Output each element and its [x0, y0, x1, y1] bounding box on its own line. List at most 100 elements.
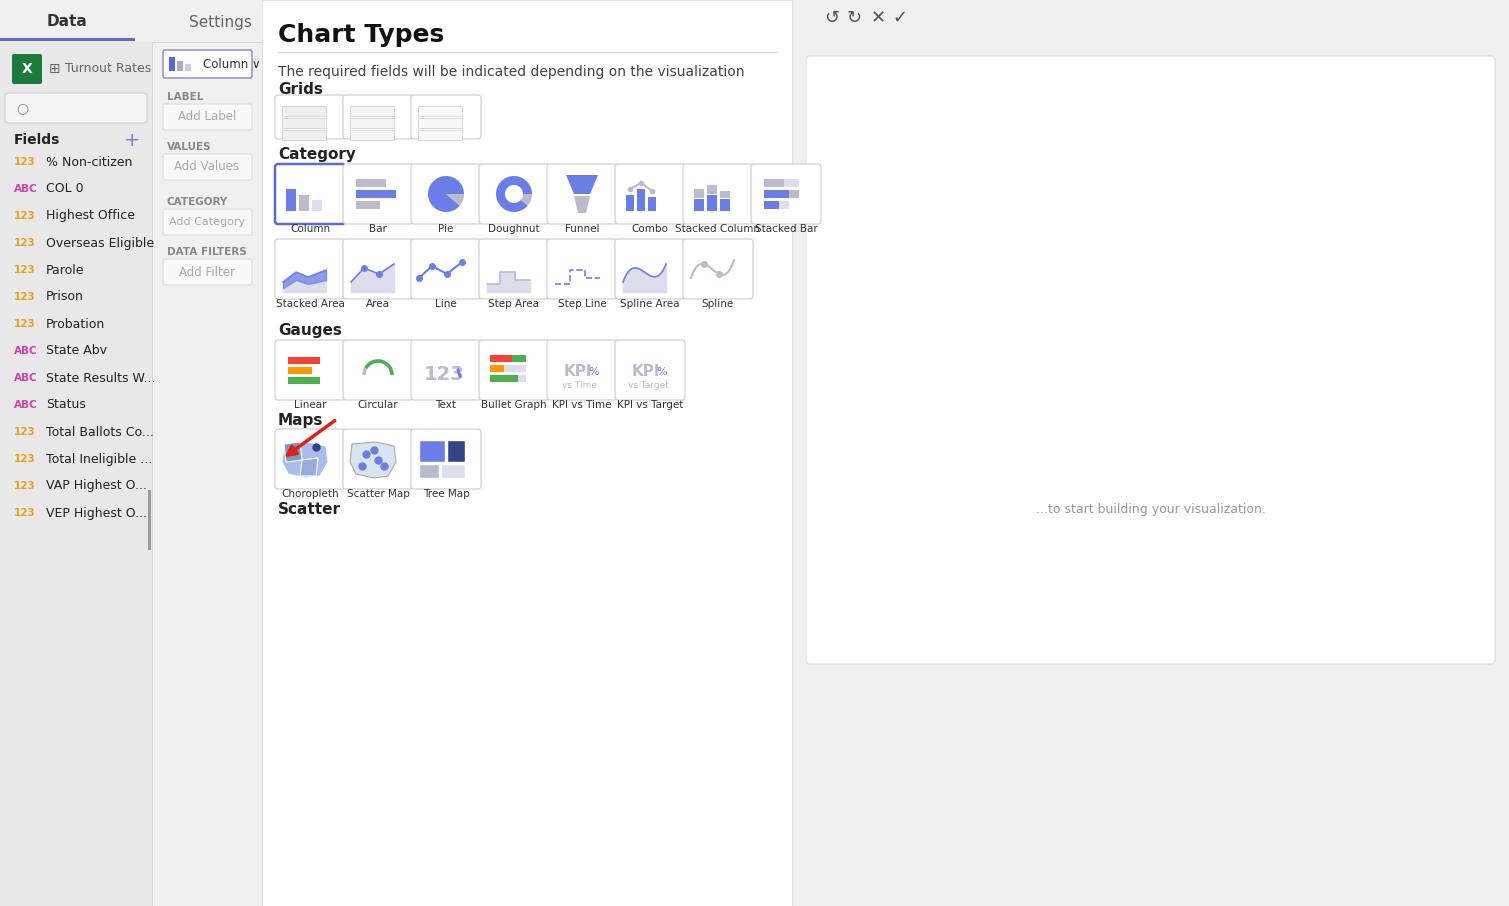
Text: 123: 123 — [14, 427, 36, 437]
Bar — [764, 190, 789, 198]
Text: Scatter: Scatter — [278, 502, 341, 516]
Bar — [694, 199, 705, 211]
Bar — [312, 200, 321, 211]
FancyBboxPatch shape — [806, 56, 1495, 664]
Text: ↻: ↻ — [847, 9, 862, 27]
Text: Probation: Probation — [45, 317, 106, 331]
Text: 123: 123 — [14, 481, 36, 491]
Text: Bullet Graph: Bullet Graph — [481, 400, 546, 410]
Bar — [418, 130, 462, 140]
Polygon shape — [566, 175, 598, 194]
Polygon shape — [350, 442, 395, 478]
Text: Combo: Combo — [632, 224, 668, 234]
Text: Gauges: Gauges — [278, 323, 343, 339]
FancyBboxPatch shape — [478, 164, 549, 224]
Text: ○: ○ — [17, 101, 29, 115]
Text: Data: Data — [47, 14, 88, 30]
Bar — [356, 190, 395, 198]
Text: 123: 123 — [14, 265, 36, 275]
Wedge shape — [496, 176, 533, 212]
Bar — [447, 440, 465, 462]
Bar — [282, 118, 326, 128]
Text: Circular: Circular — [358, 400, 398, 410]
Bar — [288, 357, 320, 364]
FancyBboxPatch shape — [410, 95, 481, 139]
Bar — [350, 118, 394, 128]
Text: Step Line: Step Line — [558, 299, 607, 309]
FancyBboxPatch shape — [410, 429, 481, 489]
Text: 123: 123 — [14, 508, 36, 518]
Text: Overseas Eligible: Overseas Eligible — [45, 236, 154, 249]
Bar — [490, 365, 504, 372]
FancyBboxPatch shape — [478, 239, 549, 299]
FancyBboxPatch shape — [343, 95, 413, 139]
Text: Stacked Column: Stacked Column — [676, 224, 761, 234]
Bar — [694, 189, 705, 198]
Bar — [418, 106, 462, 116]
FancyBboxPatch shape — [684, 239, 753, 299]
Bar — [779, 201, 789, 209]
Text: Step Area: Step Area — [489, 299, 540, 309]
FancyBboxPatch shape — [12, 54, 42, 84]
FancyBboxPatch shape — [410, 340, 481, 400]
FancyBboxPatch shape — [163, 50, 252, 78]
FancyBboxPatch shape — [343, 164, 413, 224]
FancyBboxPatch shape — [410, 239, 481, 299]
Text: Total Ballots Co...: Total Ballots Co... — [45, 426, 154, 439]
Bar — [764, 201, 779, 209]
Text: ...to start building your visualization.: ...to start building your visualization. — [1035, 504, 1266, 516]
Text: ABC: ABC — [14, 184, 38, 194]
Bar — [418, 118, 462, 128]
Text: %: % — [589, 367, 599, 377]
Text: ABC: ABC — [14, 400, 38, 410]
Text: Bar: Bar — [370, 224, 386, 234]
Bar — [490, 375, 518, 382]
Text: Text: Text — [436, 400, 457, 410]
Text: Scatter Map: Scatter Map — [347, 489, 409, 499]
Bar — [287, 189, 296, 211]
Bar — [282, 106, 326, 116]
Bar — [152, 42, 263, 906]
Bar — [420, 464, 439, 478]
Bar — [420, 440, 445, 462]
Wedge shape — [447, 194, 463, 206]
Bar — [169, 57, 175, 71]
Bar — [263, 0, 792, 906]
Text: 123: 123 — [14, 238, 36, 248]
Text: Highest Office: Highest Office — [45, 209, 134, 223]
FancyBboxPatch shape — [275, 164, 346, 224]
Text: 123: 123 — [14, 292, 36, 302]
Polygon shape — [282, 442, 327, 478]
Text: KPI vs Target: KPI vs Target — [617, 400, 684, 410]
Bar — [0, 42, 152, 906]
Text: 123: 123 — [14, 157, 36, 167]
Text: Stacked Area: Stacked Area — [276, 299, 344, 309]
FancyBboxPatch shape — [616, 340, 685, 400]
Text: Linear: Linear — [294, 400, 326, 410]
FancyBboxPatch shape — [5, 93, 146, 123]
Text: Tree Map: Tree Map — [423, 489, 469, 499]
Text: KPI: KPI — [564, 364, 592, 380]
Text: 123: 123 — [424, 364, 465, 383]
Bar — [490, 375, 527, 382]
FancyBboxPatch shape — [163, 259, 252, 285]
Polygon shape — [284, 442, 302, 462]
FancyBboxPatch shape — [616, 164, 685, 224]
Text: 123: 123 — [14, 454, 36, 464]
Bar — [785, 179, 798, 187]
Bar — [720, 191, 730, 198]
Bar — [186, 64, 192, 71]
FancyBboxPatch shape — [546, 239, 617, 299]
Text: Spline Area: Spline Area — [620, 299, 679, 309]
Bar — [626, 195, 634, 211]
Bar — [0, 0, 1509, 42]
Wedge shape — [429, 176, 463, 212]
FancyBboxPatch shape — [546, 164, 617, 224]
Text: Parole: Parole — [45, 264, 85, 276]
Text: Add Filter: Add Filter — [180, 265, 235, 278]
Text: Settings: Settings — [189, 14, 252, 30]
Bar — [282, 130, 326, 140]
FancyBboxPatch shape — [343, 239, 413, 299]
Text: Add Label: Add Label — [178, 111, 237, 123]
Bar — [764, 179, 785, 187]
